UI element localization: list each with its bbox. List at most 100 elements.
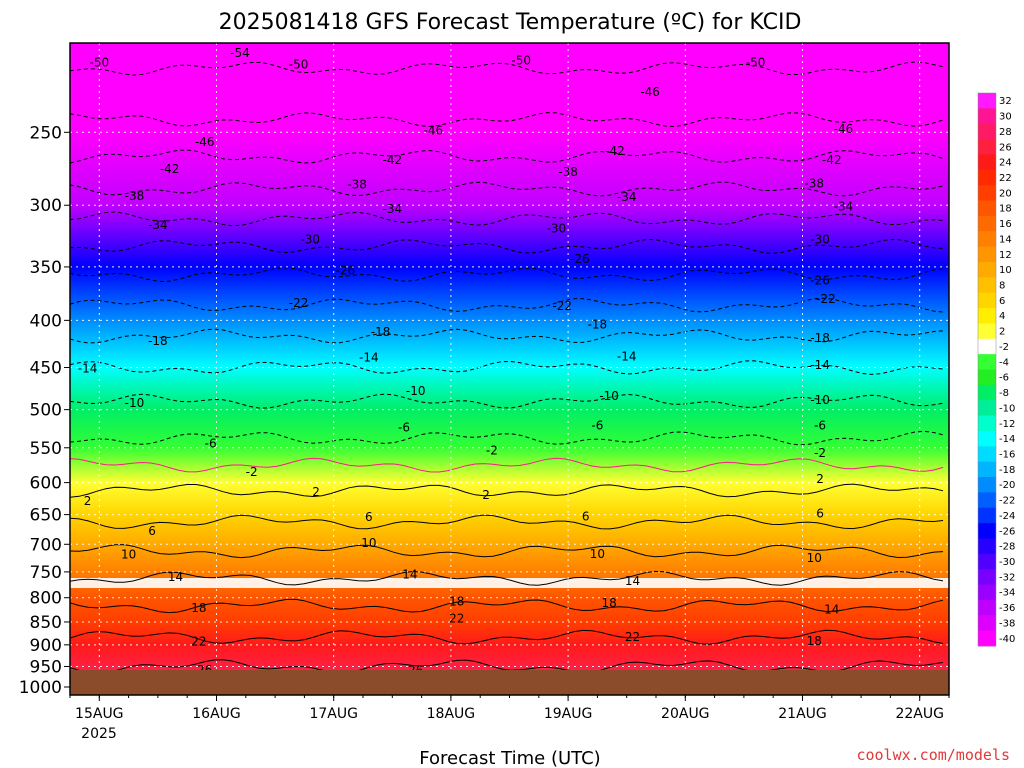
colorbar-swatch: [978, 461, 996, 478]
contour-label: -14: [810, 358, 830, 372]
colorbar-label: 20: [999, 188, 1012, 199]
colorbar-swatch: [978, 630, 996, 647]
contour-label: 18: [449, 595, 464, 609]
colorbar-swatch: [978, 477, 996, 493]
contour-label: -50: [89, 56, 109, 70]
colorbar-label: -22: [999, 496, 1015, 507]
isotherm-line: [70, 267, 944, 282]
contour-label: -26: [336, 263, 356, 277]
colorbar-swatch: [978, 599, 996, 616]
x-tick-label: 21AUG: [778, 706, 827, 722]
contour-label: 6: [582, 509, 590, 523]
colorbar-swatch: [978, 400, 996, 417]
colorbar-label: -16: [999, 449, 1015, 460]
y-tick-label: 550: [30, 439, 62, 459]
isotherm-line: [70, 629, 944, 645]
x-tick-label: 15AUG: [75, 706, 124, 722]
contour-label: 2: [312, 485, 320, 499]
contour-label: 22: [625, 630, 640, 644]
y-tick-label: 850: [30, 613, 62, 633]
colorbar-label: -28: [999, 542, 1015, 553]
contour-label: -42: [822, 153, 842, 167]
colorbar-swatch: [978, 277, 996, 294]
contour-label: -10: [810, 393, 830, 407]
colorbar-label: 32: [999, 96, 1012, 107]
colorbar-frame: [977, 92, 997, 647]
contour-label: -38: [804, 176, 824, 190]
colorbar-swatch: [978, 446, 996, 463]
colorbar-label: -32: [999, 572, 1015, 583]
contour-label: -30: [300, 233, 320, 247]
isotherm-line: [70, 483, 944, 498]
x-tick-label: 16AUG: [192, 706, 241, 722]
isotherm-line: [70, 430, 944, 446]
colorbar-swatch: [978, 231, 996, 248]
credit-link[interactable]: coolwx.com/models: [856, 746, 1010, 764]
x-axis-title: Forecast Time (UTC): [419, 748, 600, 768]
colorbar-swatch: [978, 369, 996, 386]
contour-label: -26: [570, 252, 590, 266]
contour-label: -50: [511, 54, 531, 68]
colorbar-label: -40: [999, 634, 1015, 645]
contour-label: -6: [814, 418, 826, 432]
colorbar-label: 26: [999, 142, 1012, 153]
y-tick-label: 600: [30, 474, 62, 494]
colorbar-label: -34: [999, 588, 1015, 599]
contour-label: -46: [424, 124, 444, 138]
contour-label: -2: [486, 444, 498, 458]
contour-label: -14: [617, 350, 637, 364]
contour-label: -30: [810, 233, 830, 247]
contour-label: 18: [601, 596, 616, 610]
contour-label: 22: [191, 635, 206, 649]
contour-label: -14: [78, 361, 98, 375]
colorbar-swatch: [978, 507, 996, 524]
y-tick-label: 900: [30, 636, 62, 656]
colorbar-swatch: [978, 338, 996, 355]
contour-label: -10: [599, 389, 619, 403]
isotherm-line: [70, 239, 944, 254]
colorbar-label: 28: [999, 127, 1012, 138]
y-tick-label: 800: [30, 589, 62, 609]
isotherm-line: [70, 61, 944, 76]
isotherm-line: [70, 181, 944, 197]
colorbar-swatch: [978, 154, 996, 171]
isotherm-line: [70, 570, 944, 586]
y-tick-label: 700: [30, 535, 62, 555]
contour-label: -50: [289, 57, 309, 71]
contour-label: -2: [246, 465, 258, 479]
colorbar-swatch: [978, 169, 996, 186]
y-tick-label: 1000: [19, 678, 62, 698]
colorbar-swatch: [978, 569, 996, 586]
contour-label: 6: [365, 510, 373, 524]
contour-label: -38: [558, 165, 578, 179]
contour-label: -42: [160, 162, 180, 176]
colorbar-swatch: [978, 308, 996, 324]
y-tick-label: 350: [30, 258, 62, 278]
isotherm-line: [70, 659, 944, 674]
contour-label: -10: [125, 396, 145, 410]
colorbar: 32 30 28 26 24 22 20 18 16 14 12 10 8 6 4 2 -2 -4 -6 -8 -10 -…: [977, 92, 1015, 647]
y-tick-label: 400: [30, 311, 62, 331]
y-tick-label: 500: [30, 401, 62, 421]
contour-label: 10: [807, 551, 822, 565]
contour-label: -2: [814, 446, 826, 460]
contour-label: 10: [361, 536, 376, 550]
contour-label: 6: [148, 524, 156, 538]
colorbar-swatch: [978, 123, 996, 140]
contour-label: 14: [625, 574, 640, 588]
freezing-band: [70, 578, 949, 588]
contour-label: 2: [816, 472, 824, 486]
colorbar-swatch: [978, 415, 996, 432]
isotherm-line: [70, 393, 944, 409]
colorbar-label: -6: [999, 373, 1009, 384]
colorbar-swatch: [978, 430, 996, 447]
colorbar-label: 4: [999, 311, 1005, 322]
y-tick-label: 250: [30, 123, 62, 143]
isotherm-contours: [70, 61, 944, 674]
contour-label: 10: [590, 547, 605, 561]
isotherm-line: [70, 598, 944, 614]
x-tick-label: 18AUG: [427, 706, 476, 722]
contour-label: -42: [605, 144, 625, 158]
isotherm-line: [70, 297, 944, 313]
colorbar-label: -2: [999, 342, 1009, 353]
